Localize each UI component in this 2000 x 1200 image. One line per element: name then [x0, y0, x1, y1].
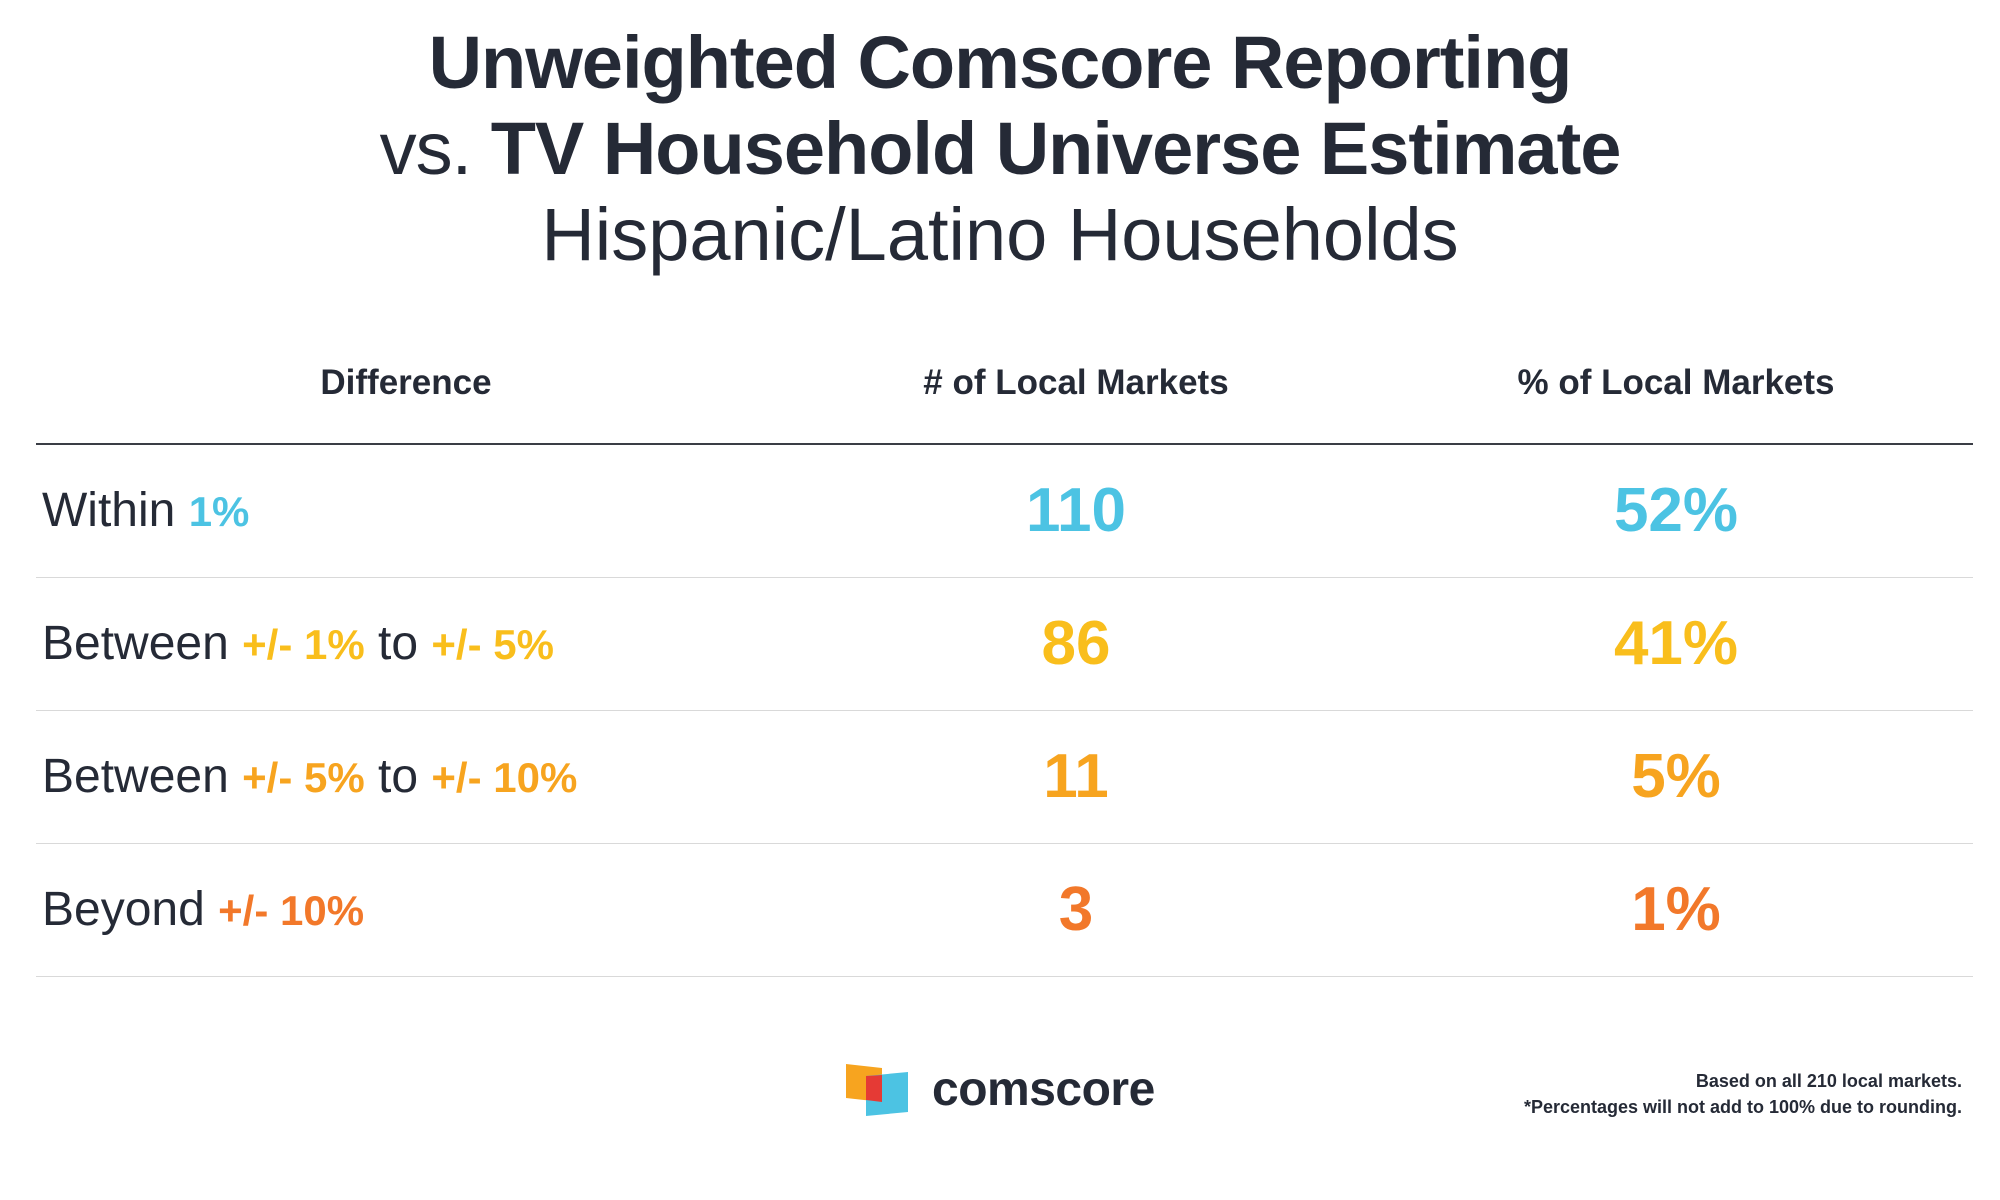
chart-title-line2: vs. TV Household Universe Estimate [0, 106, 2000, 192]
percent-value: 5% [1631, 742, 1721, 811]
row-label-highlight: +/- 10% [218, 887, 365, 934]
row-label-text: Within [42, 484, 189, 537]
footnote-line-1: Based on all 210 local markets. [1695, 1071, 1962, 1091]
table-header: Difference # of Local Markets % of Local… [36, 355, 1973, 445]
row-label-highlight: +/- 5% [431, 621, 554, 668]
title-bold-part: TV Household Universe Estimate [490, 107, 1622, 190]
row-label: Within 1% [42, 445, 249, 577]
logo-text: comscore [932, 1062, 1155, 1116]
count-value: 3 [1058, 875, 1094, 944]
row-label: Beyond +/- 10% [42, 844, 364, 976]
column-header-count: # of Local Markets [923, 363, 1229, 402]
chart-subtitle: Hispanic/Latino Households [541, 193, 1459, 276]
column-header-difference: Difference [320, 363, 492, 402]
count-value: 11 [1043, 742, 1109, 811]
row-label-text: to [364, 750, 432, 803]
column-header-percent: % of Local Markets [1517, 363, 1835, 402]
footnote: Based on all 210 local markets. *Percent… [1524, 1068, 1962, 1120]
row-label-highlight: +/- 5% [242, 754, 365, 801]
row-label-highlight: 1% [188, 488, 250, 535]
percent-value: 52% [1613, 476, 1739, 545]
row-label-highlight: +/- 1% [242, 621, 365, 668]
percent-value: 1% [1631, 875, 1721, 944]
row-label-highlight: +/- 10% [431, 754, 578, 801]
row-label: Between +/- 1% to +/- 5% [42, 578, 554, 710]
percent-value: 41% [1613, 609, 1739, 678]
title-block: Unweighted Comscore Reporting vs. TV Hou… [0, 20, 2000, 278]
row-label-text: to [364, 617, 432, 670]
data-table: Difference # of Local Markets % of Local… [36, 355, 1973, 977]
title-vs: vs. [379, 107, 473, 190]
footnote-line-2: *Percentages will not add to 100% due to… [1523, 1097, 1962, 1117]
table-row: Within 1% 110 52% [36, 445, 1973, 578]
comscore-logo: comscore [846, 1062, 1155, 1116]
table-row: Between +/- 1% to +/- 5% 86 41% [36, 578, 1973, 711]
row-label-text: Beyond [42, 883, 219, 936]
row-label: Between +/- 5% to +/- 10% [42, 711, 577, 843]
table-row: Between +/- 5% to +/- 10% 11 5% [36, 711, 1973, 844]
chart-title: Unweighted Comscore Reporting [428, 21, 1573, 104]
row-label-text: Between [42, 750, 243, 803]
count-value: 110 [1025, 476, 1127, 545]
table-body: Within 1% 110 52% Between +/- 1% to +/- 5% 8… [36, 445, 1973, 977]
count-value: 86 [1041, 609, 1111, 678]
row-label-text: Between [42, 617, 243, 670]
table-row: Beyond +/- 10% 3 1% [36, 844, 1973, 977]
comscore-logo-icon [846, 1062, 910, 1116]
